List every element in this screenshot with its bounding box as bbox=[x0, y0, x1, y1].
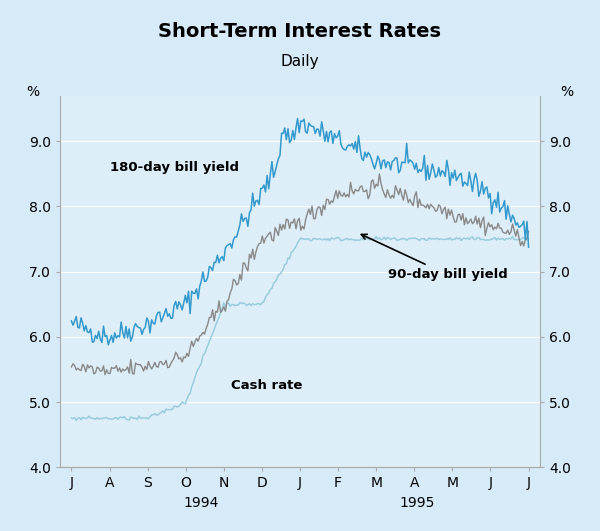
Text: 1995: 1995 bbox=[400, 496, 434, 510]
Text: 1994: 1994 bbox=[184, 496, 218, 510]
Text: 90-day bill yield: 90-day bill yield bbox=[361, 234, 508, 281]
Text: Short-Term Interest Rates: Short-Term Interest Rates bbox=[158, 22, 442, 41]
Text: %: % bbox=[560, 84, 574, 99]
Text: Daily: Daily bbox=[281, 54, 319, 70]
Text: 180-day bill yield: 180-day bill yield bbox=[110, 160, 239, 174]
Text: %: % bbox=[26, 84, 40, 99]
Text: Cash rate: Cash rate bbox=[232, 379, 303, 392]
